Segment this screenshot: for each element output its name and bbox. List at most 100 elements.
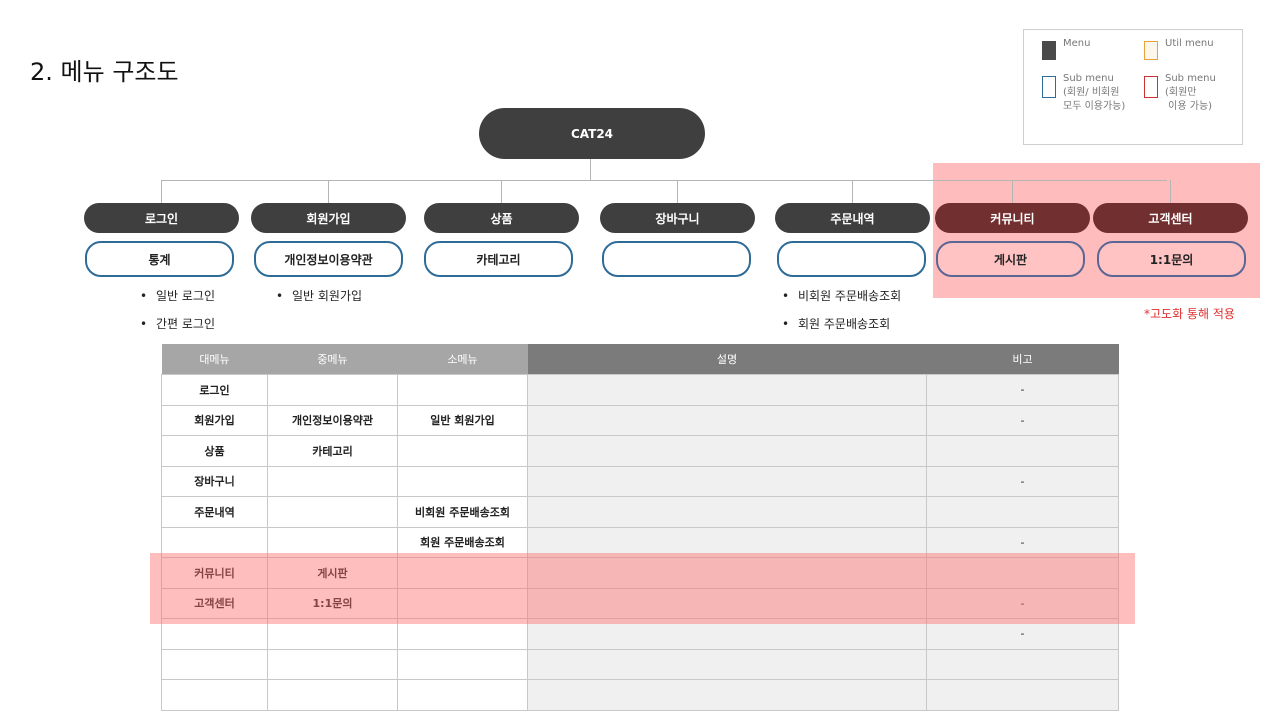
bullet-item: • 일반 로그인 xyxy=(140,287,215,304)
main-menu-node: 주문내역 xyxy=(775,203,930,233)
bullet-item: • 일반 회원가입 xyxy=(276,287,362,304)
table-cell: 개인정보이용약관 xyxy=(267,404,398,436)
table-cell xyxy=(527,404,927,436)
bullet-dot: • xyxy=(276,289,284,303)
table-body: 로그인 - 회원가입 개인정보이용약관 일반 회원가입 - 상품 카테고리 장바구니 - 주문내역 비… xyxy=(161,374,1119,711)
connector-branch-6 xyxy=(1170,180,1171,203)
table-cell xyxy=(267,465,398,497)
table-cell xyxy=(161,679,268,711)
table-row xyxy=(161,648,1119,680)
column-header: 소메뉴 xyxy=(397,344,528,375)
table-cell xyxy=(926,435,1119,467)
table-cell: 카테고리 xyxy=(267,435,398,467)
table-cell xyxy=(267,526,398,558)
column-header: 중메뉴 xyxy=(267,344,398,375)
bullet-item: • 회원 주문배송조회 xyxy=(782,315,890,332)
table-cell xyxy=(527,465,927,497)
table-cell: - xyxy=(926,404,1119,436)
table-cell xyxy=(926,679,1119,711)
table-cell xyxy=(926,557,1119,589)
sub-menu-node: 통계 xyxy=(85,241,234,277)
sub-menu-node: 카테고리 xyxy=(424,241,573,277)
table-cell xyxy=(161,618,268,650)
legend-swatch-2 xyxy=(1042,76,1056,98)
legend-swatch-1 xyxy=(1144,41,1158,60)
table-cell: 장바구니 xyxy=(161,465,268,497)
sub-menu-node: 게시판 xyxy=(936,241,1085,277)
table-row: 로그인 - xyxy=(161,374,1119,406)
table-cell: - xyxy=(926,587,1119,619)
bullet-dot: • xyxy=(782,317,790,331)
table-cell xyxy=(527,435,927,467)
legend-swatch-3 xyxy=(1144,76,1158,98)
table-cell xyxy=(397,587,528,619)
table-row: 상품 카테고리 xyxy=(161,435,1119,467)
table-row: 회원 주문배송조회 - xyxy=(161,526,1119,558)
table-cell xyxy=(527,648,927,680)
table-cell xyxy=(397,557,528,589)
table-cell: - xyxy=(926,618,1119,650)
connector-branch-5 xyxy=(1012,180,1013,203)
table-cell: - xyxy=(926,374,1119,406)
table-header-row: 대메뉴 중메뉴 소메뉴 설명 비고 xyxy=(161,344,1119,375)
bullet-dot: • xyxy=(782,289,790,303)
table-row: 장바구니 - xyxy=(161,465,1119,497)
column-header: 대메뉴 xyxy=(161,344,268,375)
table-cell xyxy=(397,374,528,406)
table-cell xyxy=(397,618,528,650)
sub-menu-node xyxy=(777,241,926,277)
table-cell xyxy=(926,496,1119,528)
table-cell xyxy=(267,679,398,711)
table-cell xyxy=(527,587,927,619)
advanced-note: *고도화 통해 적용 xyxy=(1144,307,1235,321)
table-cell: 회원가입 xyxy=(161,404,268,436)
table-cell xyxy=(527,557,927,589)
table-cell xyxy=(527,496,927,528)
bullet-text: 회원 주문배송조회 xyxy=(798,317,891,331)
table-cell: 일반 회원가입 xyxy=(397,404,528,436)
table-cell xyxy=(527,618,927,650)
table-cell: 로그인 xyxy=(161,374,268,406)
connector-branch-2 xyxy=(501,180,502,203)
table-cell: 1:1문의 xyxy=(267,587,398,619)
connector-root xyxy=(590,159,591,181)
connector-branch-3 xyxy=(677,180,678,203)
table-row: 회원가입 개인정보이용약관 일반 회원가입 - xyxy=(161,404,1119,436)
main-menu-node: 상품 xyxy=(424,203,579,233)
bullet-item: • 비회원 주문배송조회 xyxy=(782,287,901,304)
legend-label-3: Sub menu (회원만 이용 가능) xyxy=(1165,73,1216,112)
table-cell: - xyxy=(926,465,1119,497)
table-cell: 상품 xyxy=(161,435,268,467)
table-cell: - xyxy=(926,526,1119,558)
table-cell xyxy=(527,374,927,406)
table-cell: 커뮤니티 xyxy=(161,557,268,589)
main-menu-node: 장바구니 xyxy=(600,203,755,233)
table-cell xyxy=(267,648,398,680)
legend-label-0: Menu xyxy=(1063,38,1091,49)
legend-label-2: Sub menu (회원/ 비회원 모두 이용가능) xyxy=(1063,73,1126,112)
main-menu-node: 커뮤니티 xyxy=(935,203,1090,233)
bullet-text: 비회원 주문배송조회 xyxy=(798,289,902,303)
table-cell xyxy=(397,465,528,497)
table-cell xyxy=(267,618,398,650)
legend-box: Menu Util menu Sub menu (회원/ 비회원 모두 이용가능) S… xyxy=(1023,29,1243,145)
table-cell xyxy=(161,526,268,558)
sub-menu-node xyxy=(602,241,751,277)
page-title: 2. 메뉴 구조도 xyxy=(30,58,179,86)
bullet-text: 일반 회원가입 xyxy=(292,289,363,303)
connector-branch-1 xyxy=(328,180,329,203)
column-header: 비고 xyxy=(926,344,1119,375)
connector-horizontal xyxy=(161,180,1167,181)
sub-menu-node: 개인정보이용약관 xyxy=(254,241,403,277)
bullet-text: 일반 로그인 xyxy=(156,289,216,303)
bullet-text: 간편 로그인 xyxy=(156,317,216,331)
menu-structure-table: 대메뉴 중메뉴 소메뉴 설명 비고 로그인 - 회원가입 개인정보이용약관 일반 회원가입 - 상품… xyxy=(161,344,1119,711)
table-cell: 고객센터 xyxy=(161,587,268,619)
table-cell: 비회원 주문배송조회 xyxy=(397,496,528,528)
connector-branch-4 xyxy=(852,180,853,203)
table-row: 고객센터 1:1문의 - xyxy=(161,587,1119,619)
table-cell xyxy=(397,435,528,467)
main-menu-node: 로그인 xyxy=(84,203,239,233)
table-cell xyxy=(527,679,927,711)
table-cell: 회원 주문배송조회 xyxy=(397,526,528,558)
